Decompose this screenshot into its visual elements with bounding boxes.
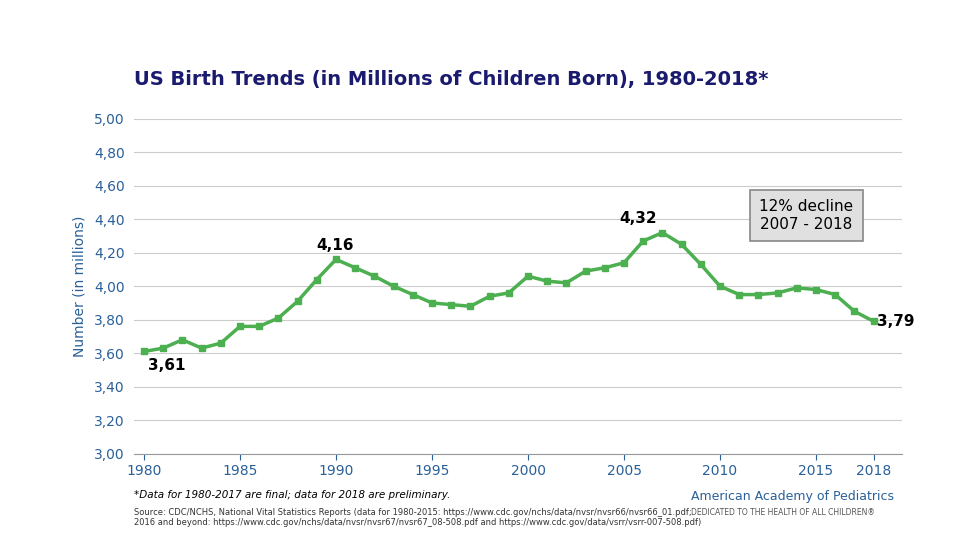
Y-axis label: Number (in millions): Number (in millions) (73, 215, 87, 357)
Text: Source: CDC/NCHS, National Vital Statistics Reports (data for 1980-2015: https:/: Source: CDC/NCHS, National Vital Statist… (134, 508, 702, 527)
Text: 4,16: 4,16 (317, 238, 354, 253)
Text: 3,79: 3,79 (877, 314, 915, 329)
Text: US Birth Trends (in Millions of Children Born), 1980-2018*: US Birth Trends (in Millions of Children… (134, 70, 769, 89)
Text: American Academy of Pediatrics: American Academy of Pediatrics (691, 490, 894, 503)
Text: 3,61: 3,61 (148, 358, 185, 373)
Text: DEDICATED TO THE HEALTH OF ALL CHILDREN®: DEDICATED TO THE HEALTH OF ALL CHILDREN® (691, 508, 876, 517)
Text: 4,32: 4,32 (619, 211, 657, 226)
Text: 12% decline
2007 - 2018: 12% decline 2007 - 2018 (759, 199, 853, 232)
Text: *Data for 1980-2017 are final; data for 2018 are preliminary.: *Data for 1980-2017 are final; data for … (134, 490, 451, 501)
